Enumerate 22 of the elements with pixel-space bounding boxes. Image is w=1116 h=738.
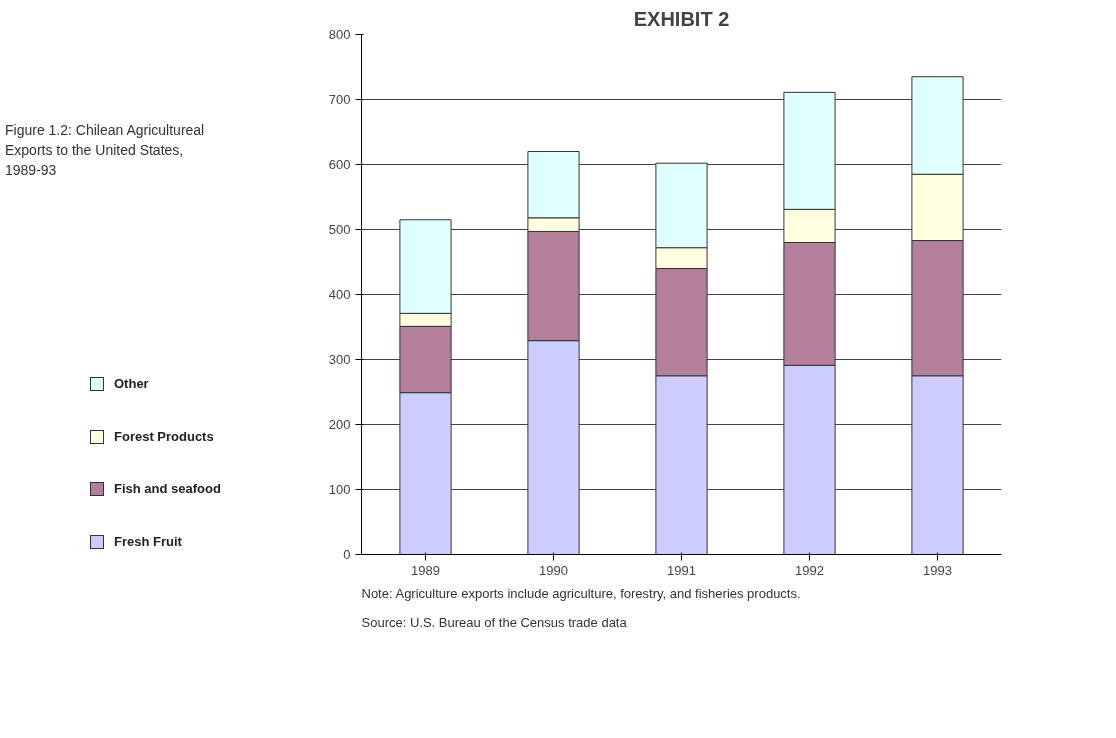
x-tick-label: 1991 xyxy=(667,562,696,578)
text: Figure 1.2: Chilean Agricultureal Exports to the United States, 1989-93 xyxy=(5,121,205,180)
x-tick-label: 1992 xyxy=(795,562,824,578)
legend-label: Other xyxy=(114,376,149,391)
y-tick-label: 300 xyxy=(328,352,351,367)
legend-label: Fresh Fruit xyxy=(114,533,182,549)
legend-label: Fish and seafood xyxy=(114,481,221,497)
x-tick-label: 1993 xyxy=(923,562,952,578)
y-tick-label: 200 xyxy=(328,417,351,432)
legend-label: Forest Products xyxy=(114,428,214,444)
y-tick-label: 600 xyxy=(328,157,351,172)
y-tick-label: 100 xyxy=(328,482,351,497)
x-tick-label: 1990 xyxy=(539,562,568,578)
y-tick-label: 700 xyxy=(328,92,351,107)
y-tick-label: 500 xyxy=(328,222,351,237)
source-note: Source: U.S. Bureau of the Census trade data xyxy=(361,614,628,630)
text: Note: Agriculture exports include agriculture, forestry, and fisheries products. xyxy=(361,585,801,601)
x-tick-label: 1989 xyxy=(411,562,440,578)
y-tick-label: 400 xyxy=(328,287,351,302)
y-tick-label: 0 xyxy=(343,547,351,562)
y-tick-label: 800 xyxy=(328,27,351,42)
chart-title: EXHIBIT 2 xyxy=(633,7,730,30)
